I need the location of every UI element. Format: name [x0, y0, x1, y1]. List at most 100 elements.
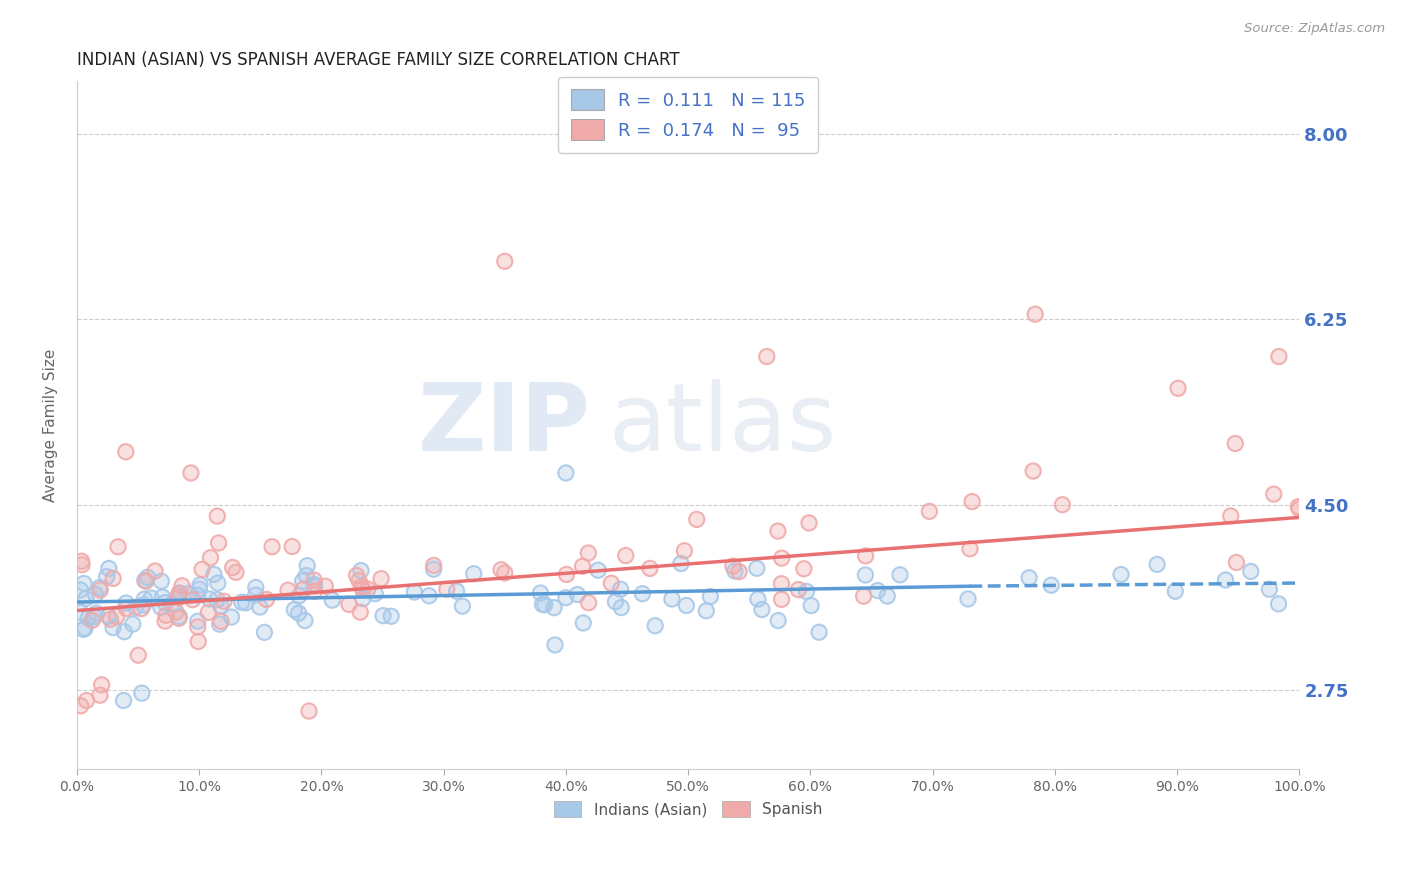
Point — [304, 579, 326, 593]
Point — [200, 550, 222, 565]
Point — [1164, 584, 1187, 599]
Point — [89, 582, 111, 597]
Point — [298, 704, 321, 718]
Point — [89, 581, 111, 595]
Point — [529, 586, 551, 600]
Point — [191, 562, 214, 576]
Point — [83, 609, 105, 624]
Point — [107, 540, 129, 554]
Point — [699, 590, 721, 604]
Point — [188, 578, 211, 592]
Point — [169, 586, 191, 600]
Point — [187, 588, 209, 602]
Point — [167, 590, 190, 604]
Point — [721, 559, 744, 574]
Point — [436, 582, 458, 597]
Point — [1288, 501, 1310, 516]
Point — [1225, 556, 1247, 570]
Point — [770, 592, 793, 607]
Point — [262, 540, 284, 554]
Point — [89, 688, 111, 702]
Point — [136, 570, 159, 584]
Point — [70, 558, 93, 572]
Point — [180, 466, 202, 480]
Point — [208, 617, 231, 632]
Point — [72, 623, 94, 637]
Point — [673, 543, 696, 558]
Point — [661, 592, 683, 607]
Point — [747, 592, 769, 607]
Point — [187, 620, 209, 634]
Point — [1263, 487, 1285, 501]
Point — [567, 588, 589, 602]
Point — [100, 612, 122, 626]
Point — [531, 598, 554, 612]
Point — [127, 648, 149, 663]
Point — [1167, 381, 1189, 395]
Point — [181, 592, 204, 607]
Point — [304, 584, 326, 599]
Point — [84, 588, 107, 602]
Point — [770, 551, 793, 566]
Point — [586, 563, 609, 577]
Point — [131, 686, 153, 700]
Point — [77, 611, 100, 625]
Point — [314, 579, 336, 593]
Point — [675, 599, 697, 613]
Text: atlas: atlas — [609, 379, 837, 471]
Point — [70, 558, 93, 572]
Point — [349, 605, 371, 619]
Point — [638, 561, 661, 575]
Point — [960, 494, 983, 508]
Point — [167, 591, 190, 605]
Point — [115, 596, 138, 610]
Point — [529, 586, 551, 600]
Point — [1018, 571, 1040, 585]
Point — [1215, 573, 1237, 587]
Point — [695, 604, 717, 618]
Point — [669, 557, 692, 571]
Point — [418, 589, 440, 603]
Point — [1024, 307, 1046, 321]
Point — [371, 608, 394, 623]
Point — [418, 589, 440, 603]
Point — [852, 589, 875, 603]
Point — [256, 592, 278, 607]
Point — [105, 609, 128, 624]
Point — [231, 595, 253, 609]
Point — [235, 596, 257, 610]
Point — [605, 595, 627, 609]
Point — [571, 559, 593, 574]
Point — [337, 598, 360, 612]
Point — [124, 600, 146, 615]
Point — [554, 591, 576, 605]
Point — [73, 576, 96, 591]
Text: ZIP: ZIP — [418, 379, 591, 471]
Point — [1109, 567, 1132, 582]
Point — [876, 589, 898, 603]
Point — [855, 549, 877, 563]
Point — [1268, 350, 1291, 364]
Point — [235, 596, 257, 610]
Point — [205, 592, 228, 607]
Point — [1240, 565, 1263, 579]
Point — [89, 582, 111, 597]
Point — [380, 609, 402, 624]
Point — [149, 600, 172, 615]
Point — [600, 576, 623, 591]
Point — [555, 567, 578, 582]
Point — [131, 686, 153, 700]
Point — [292, 582, 315, 596]
Point — [249, 600, 271, 615]
Point — [686, 512, 709, 526]
Point — [135, 574, 157, 589]
Point — [1286, 500, 1309, 514]
Point — [149, 600, 172, 615]
Point — [352, 582, 374, 597]
Point — [187, 620, 209, 634]
Point — [131, 601, 153, 615]
Point — [90, 678, 112, 692]
Point — [314, 579, 336, 593]
Point — [1052, 498, 1074, 512]
Point — [451, 599, 474, 614]
